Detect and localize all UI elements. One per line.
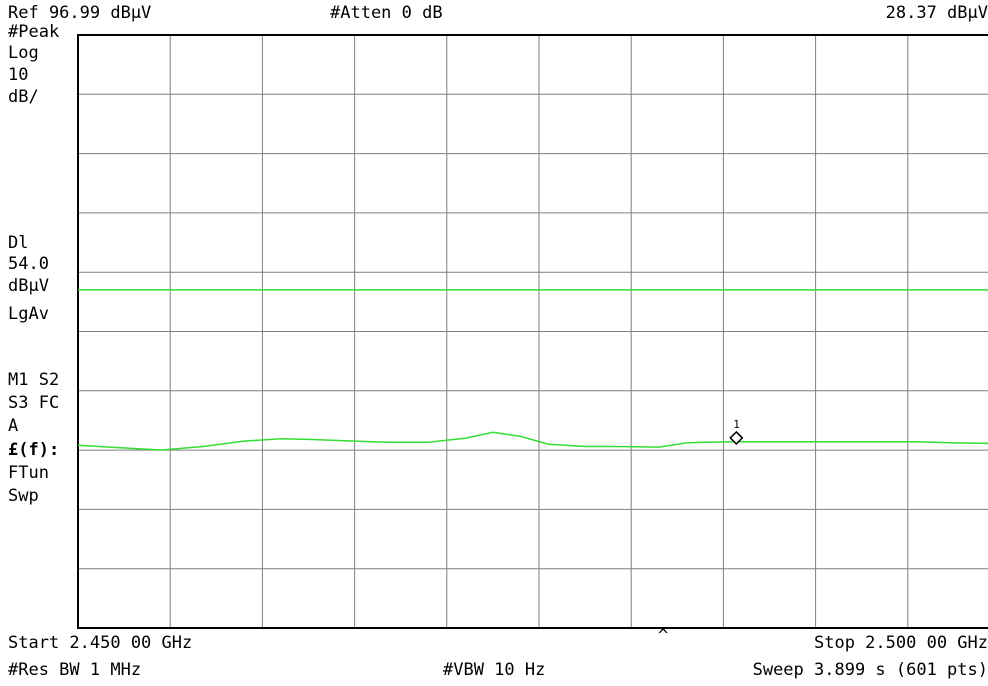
sweep-time: Sweep 3.899 s (601 pts) — [752, 660, 988, 680]
ftun-label: FTun — [8, 463, 49, 483]
scale-type: Log — [8, 43, 39, 63]
plot-frame — [77, 34, 988, 629]
trace-state-2: S3 FC — [8, 393, 60, 413]
marker-1-diamond — [729, 430, 744, 445]
trace-line — [77, 431, 988, 451]
scale-unit: dB/ — [8, 87, 39, 107]
video-bandwidth: #VBW 10 Hz — [443, 660, 546, 680]
display-line-unit: dBµV — [8, 276, 49, 296]
detector-mode: #Peak — [8, 22, 60, 42]
scale-value: 10 — [8, 65, 29, 85]
ref-level-readout: Ref 96.99 dBµV — [8, 3, 152, 23]
display-line-value: 54.0 — [8, 254, 49, 274]
swp-label: Swp — [8, 486, 39, 506]
averaging-mode: LgAv — [8, 304, 49, 324]
marker-amplitude-readout: 28.37 dBµV — [885, 3, 988, 23]
display-line-label: Dl — [8, 233, 29, 253]
resolution-bandwidth: #Res BW 1 MHz — [8, 660, 142, 680]
marker-1-label: 1 — [733, 418, 740, 431]
stop-frequency: Stop 2.500 00 GHz — [814, 633, 988, 653]
graticule — [78, 35, 988, 628]
start-frequency: Start 2.450 00 GHz — [8, 633, 193, 653]
ef-label: £(f): — [8, 440, 60, 460]
marker-caret: ^ — [658, 626, 669, 646]
attenuation-readout: #Atten 0 dB — [330, 3, 443, 23]
trace-state-3: A — [8, 416, 19, 436]
trace-state-1: M1 S2 — [8, 370, 60, 390]
